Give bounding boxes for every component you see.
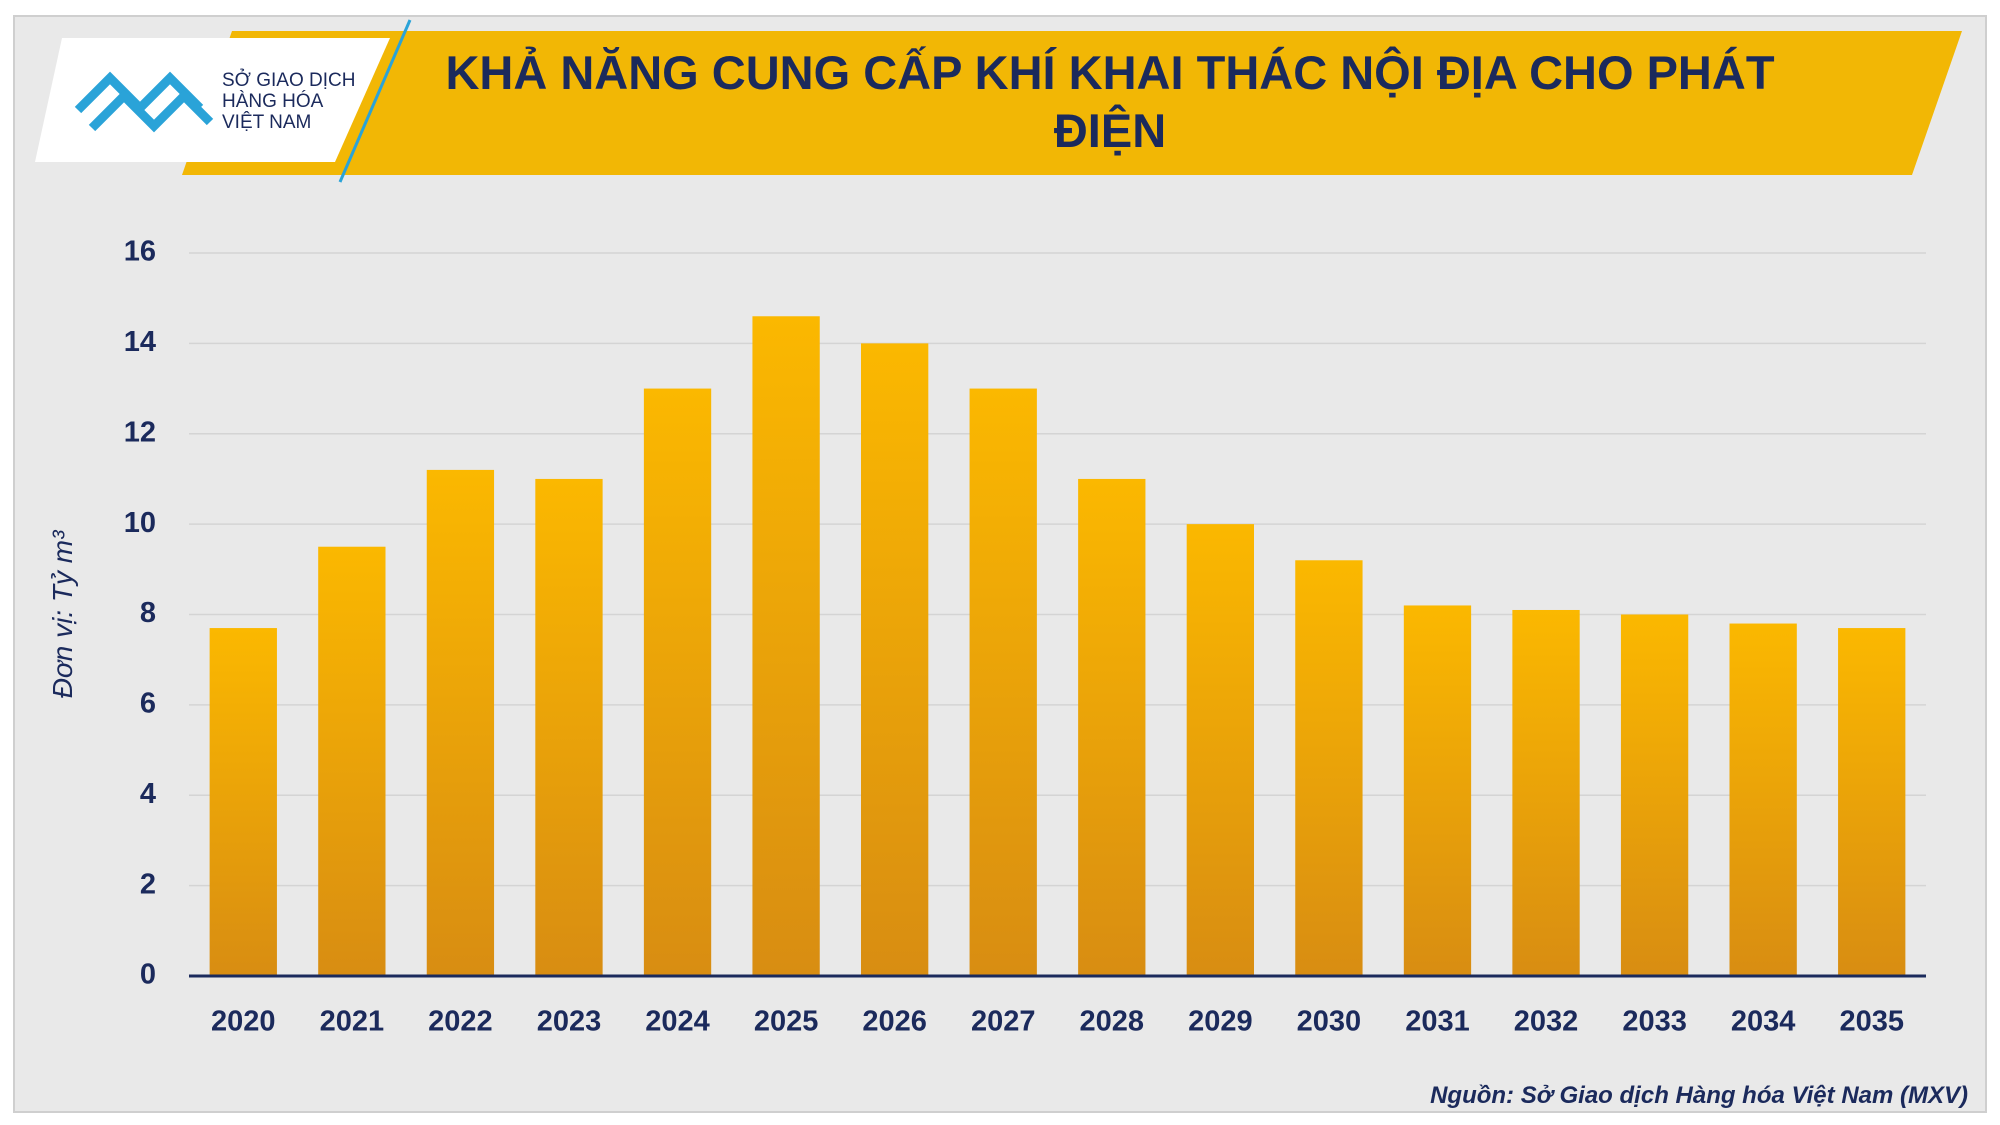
bar	[643, 388, 712, 976]
x-tick-label: 2023	[537, 1006, 602, 1038]
bar	[1295, 560, 1363, 976]
logo-line: SỞ GIAO DỊCH	[222, 70, 356, 91]
x-tick-label: 2033	[1622, 1006, 1687, 1038]
y-tick-label: 2	[140, 868, 156, 900]
bar	[1512, 609, 1580, 976]
x-tick-label: 2032	[1514, 1006, 1579, 1038]
logo-line: VIỆT NAM	[222, 112, 312, 133]
y-tick-label: 6	[140, 688, 156, 720]
x-tick-label: 2026	[862, 1006, 927, 1038]
x-tick-label: 2035	[1839, 1006, 1904, 1038]
x-tick-label: 2028	[1080, 1006, 1145, 1038]
y-tick-label: 12	[124, 416, 156, 448]
y-tick-label: 8	[140, 597, 156, 629]
bar	[209, 628, 277, 976]
x-tick-label: 2030	[1297, 1006, 1362, 1038]
bar	[1403, 605, 1472, 976]
bar	[1620, 614, 1689, 976]
bar	[426, 469, 495, 976]
logo-box	[35, 38, 390, 162]
x-tick-label: 2024	[645, 1006, 710, 1038]
y-tick-label: 16	[124, 236, 156, 268]
x-tick-label: 2025	[754, 1006, 819, 1038]
y-tick-label: 0	[140, 959, 156, 991]
x-tick-label: 2034	[1731, 1006, 1796, 1038]
bar	[1078, 478, 1146, 976]
title-banner	[182, 31, 1962, 175]
logo-accent	[338, 19, 412, 183]
source-note: Nguồn: Sở Giao dịch Hàng hóa Việt Nam (M…	[1430, 1082, 1968, 1109]
x-tick-label: 2020	[211, 1006, 276, 1038]
bar	[969, 388, 1037, 976]
bar	[861, 343, 929, 976]
x-tick-label: 2022	[428, 1006, 493, 1038]
x-tick-label: 2027	[971, 1006, 1036, 1038]
bar	[1186, 524, 1254, 976]
bar	[1729, 623, 1797, 976]
chart-title: KHẢ NĂNG CUNG CẤP KHÍ KHAI THÁC NỘI ĐỊA …	[445, 46, 1775, 157]
bar	[752, 316, 820, 976]
bar	[1838, 628, 1906, 976]
x-tick-label: 2021	[320, 1006, 385, 1038]
y-tick-label: 4	[140, 778, 156, 810]
logo-line: HÀNG HÓA	[222, 91, 324, 112]
y-tick-label: 10	[124, 507, 156, 539]
bar	[535, 478, 603, 976]
y-axis-label: Đơn vị: Tỷ m³	[47, 530, 78, 698]
bar	[318, 546, 386, 976]
y-tick-label: 14	[124, 326, 156, 358]
x-tick-label: 2029	[1188, 1006, 1253, 1038]
logo-text: SỞ GIAO DỊCH HÀNG HÓA VIỆT NAM	[222, 70, 355, 133]
logo-icon	[74, 71, 214, 133]
x-tick-label: 2031	[1405, 1006, 1470, 1038]
